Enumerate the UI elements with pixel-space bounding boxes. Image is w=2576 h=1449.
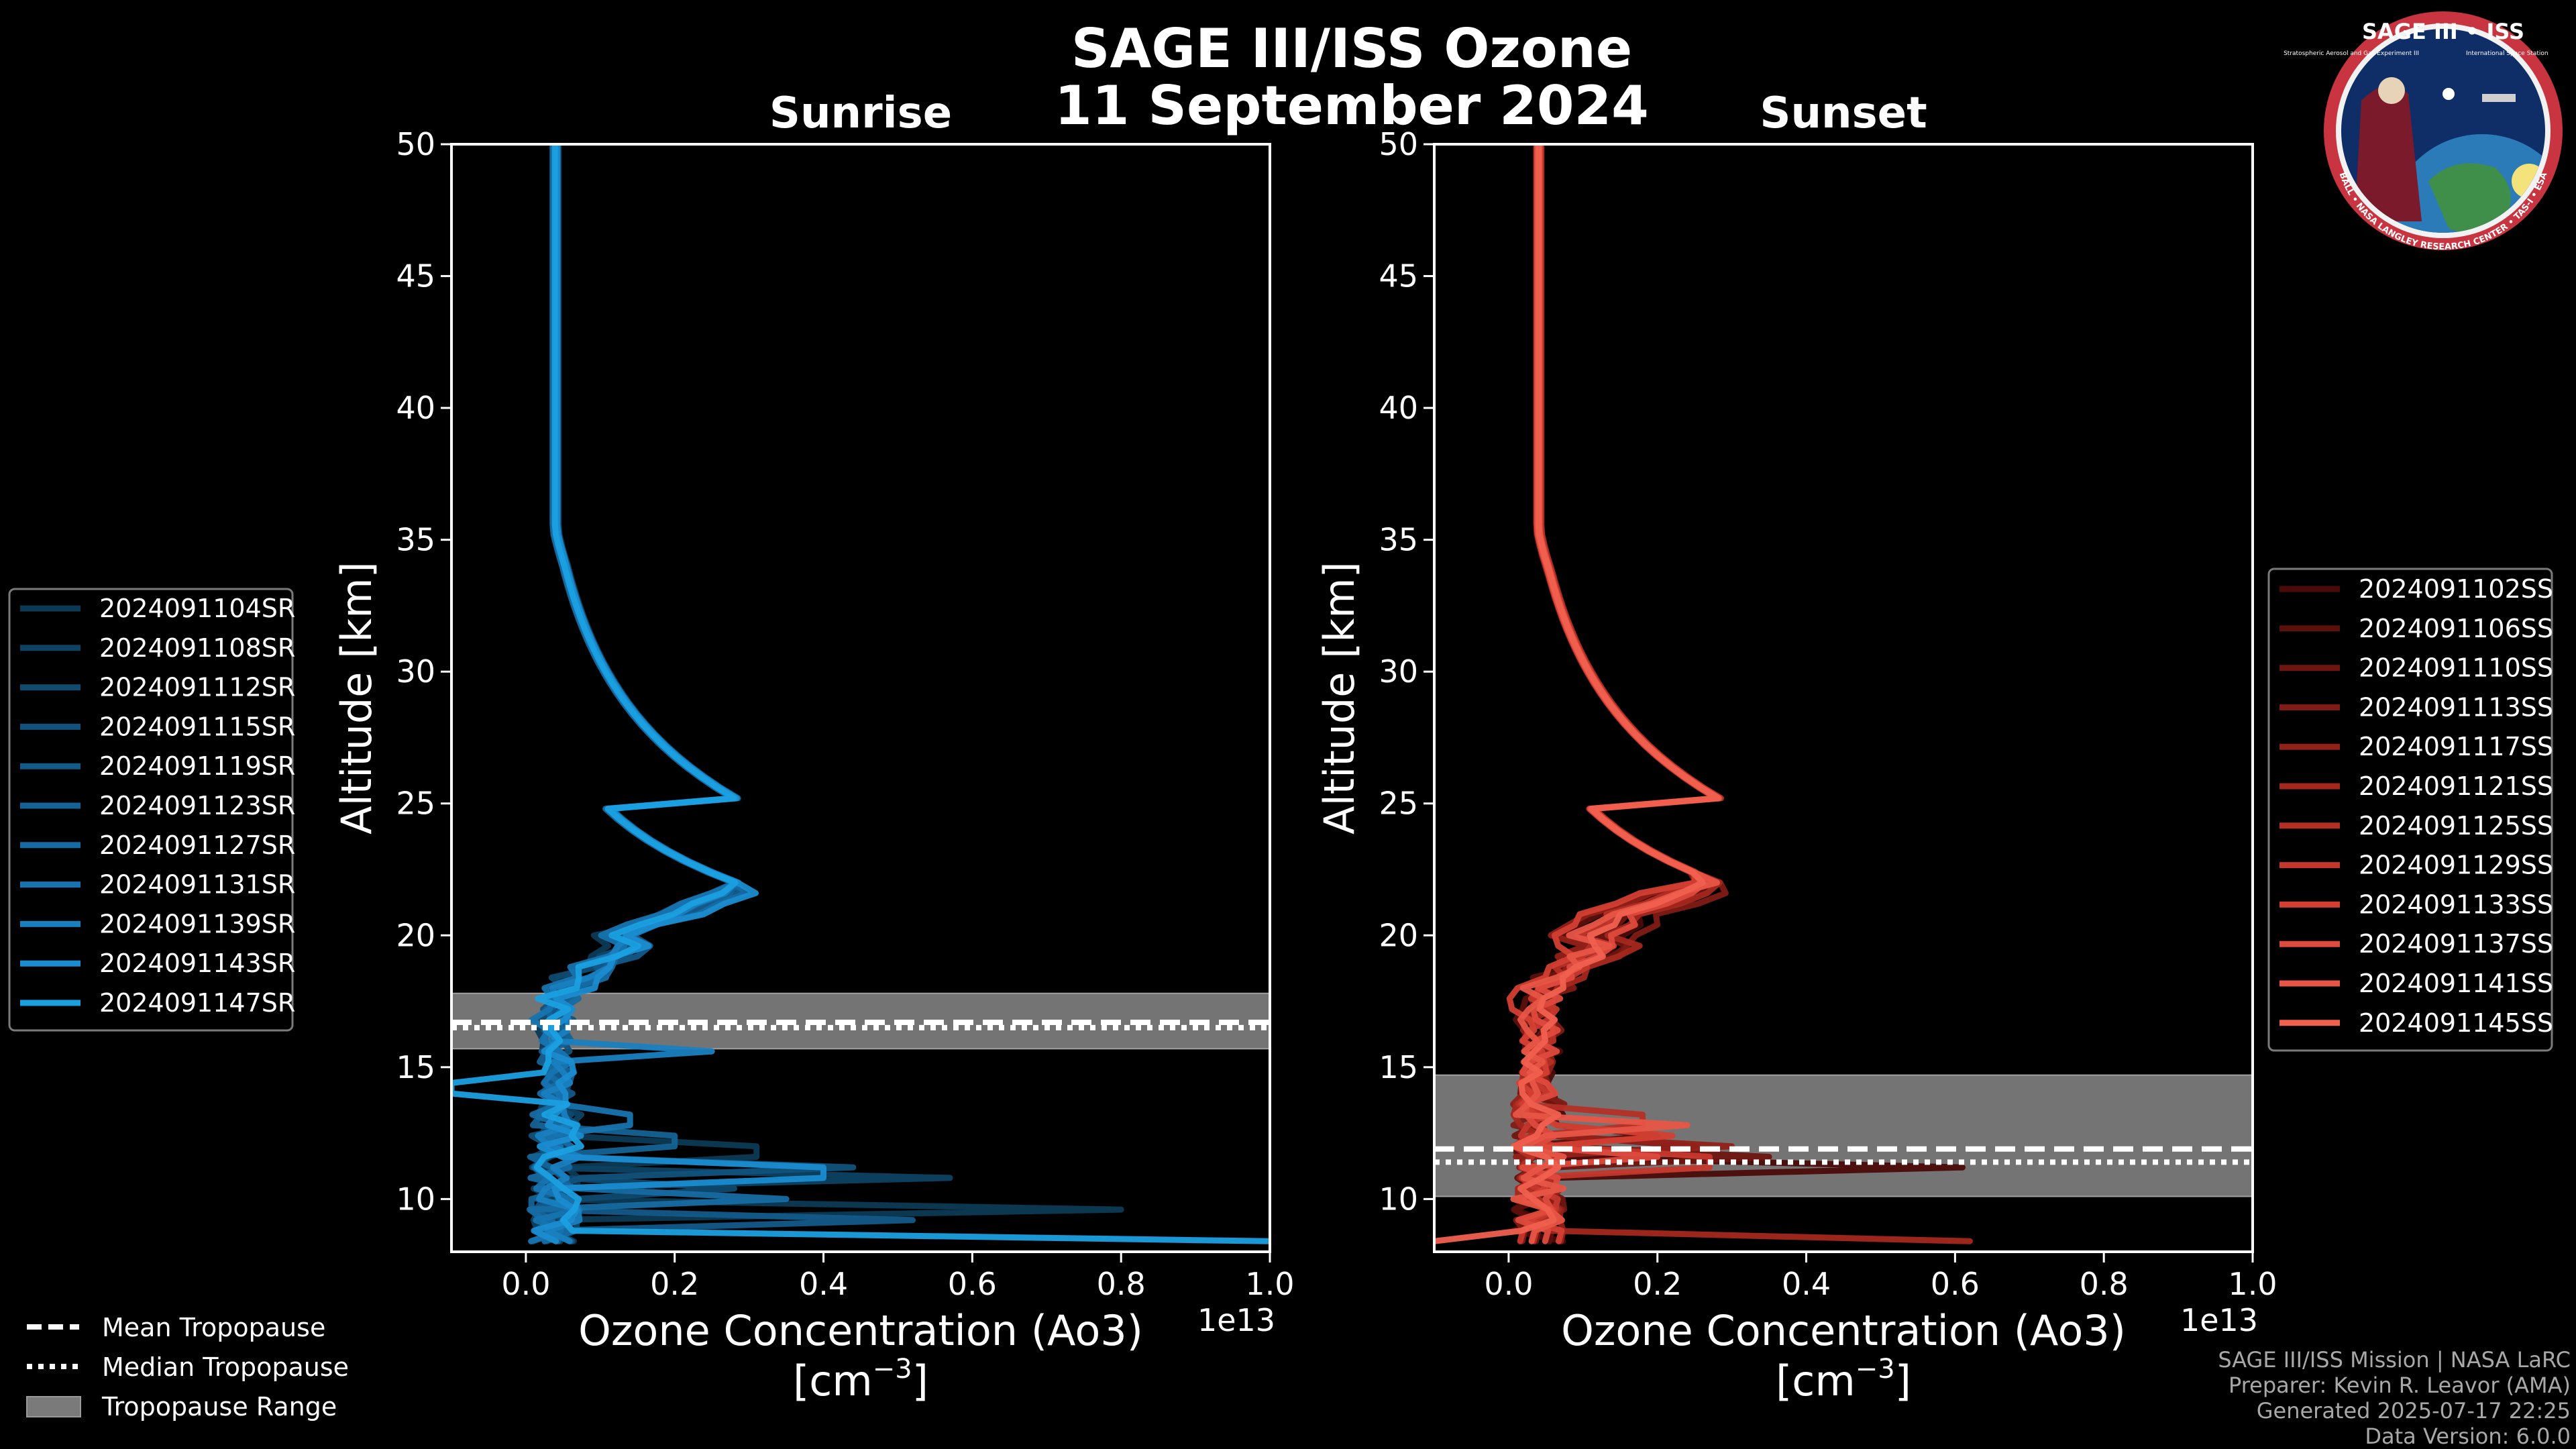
sunset-panel-title: Sunset — [1760, 89, 1927, 138]
sunrise-legend-label: 2024091139SR — [99, 909, 295, 938]
credit-generated: Generated 2025-07-17 22:25 — [2257, 1398, 2571, 1424]
sunset-legend-label: 2024091106SS — [2359, 614, 2553, 643]
sunset-legend-label: 2024091133SS — [2359, 890, 2553, 919]
logo-top-text: SAGE III • ISS — [2362, 19, 2524, 44]
sunrise-y-tick-label: 10 — [396, 1181, 435, 1217]
sunrise-legend-label: 2024091112SR — [99, 673, 295, 702]
sunset-y-tick-label: 45 — [1379, 258, 1418, 294]
sunset-legend-label: 2024091117SS — [2359, 732, 2553, 761]
sunrise-legend-label: 2024091127SR — [99, 830, 295, 860]
sunrise-y-axis-label: Altitude [km] — [332, 561, 381, 835]
sunrise-x-tick-label: 0.2 — [650, 1266, 699, 1302]
sunset-y-tick-label: 10 — [1379, 1181, 1418, 1217]
sunset-profiles — [1434, 144, 1973, 1244]
sunset-legend-label: 2024091129SS — [2359, 851, 2553, 880]
sunset-x-tick-label: 0.2 — [1633, 1266, 1682, 1302]
sunrise-legend-label: 2024091123SR — [99, 791, 295, 820]
sunset-legend-frame — [2267, 568, 2553, 1052]
tropopause-range-legend-label: Tropopause Range — [101, 1392, 337, 1421]
sunset-x-tick-label: 0.6 — [1931, 1266, 1980, 1302]
sunset-x-axis-label: Ozone Concentration (Ao3) — [1561, 1306, 2126, 1355]
sunrise-panel-title: Sunrise — [769, 89, 952, 138]
sunrise-x-scale-offset: 1e13 — [1197, 1302, 1275, 1338]
sunrise-legend-label: 2024091143SR — [99, 949, 295, 978]
sunrise-y-tick-label: 25 — [396, 786, 435, 822]
sunset-y-tick-label: 20 — [1379, 917, 1418, 953]
sunset-y-axis-label: Altitude [km] — [1315, 561, 1364, 835]
sunrise-y-tick-label: 15 — [396, 1049, 435, 1085]
figure-title-line1: SAGE III/ISS Ozone — [1071, 17, 1632, 80]
sunset-panel: 0.0 0.2 0.4 0.6 0.8 1.0 10 15 20 25 30 35 40 45 50 Suns… — [1315, 89, 2277, 1405]
sunset-x-tick-label: 0.8 — [2080, 1266, 2129, 1302]
sunset-x-tick-label: 0.0 — [1484, 1266, 1533, 1302]
sunrise-y-tick-label: 30 — [396, 653, 435, 690]
mean-tropopause-legend-label: Mean Tropopause — [102, 1313, 325, 1342]
sunrise-y-tick-label: 50 — [396, 126, 435, 162]
sunrise-x-tick-label: 0.0 — [501, 1266, 550, 1302]
sunset-legend-label: 2024091141SS — [2359, 969, 2553, 998]
sunrise-legend-label: 2024091147SR — [99, 988, 295, 1018]
logo-figure-robe — [2355, 85, 2422, 221]
sunset-legend-label: 2024091137SS — [2359, 929, 2553, 959]
sunset-legend-label: 2024091102SS — [2359, 574, 2553, 604]
sunrise-y-tick-label: 45 — [396, 258, 435, 294]
sunset-y-tick-label: 30 — [1379, 653, 1418, 690]
sunset-plot-frame — [1433, 143, 2254, 1253]
sunset-y-tick-label: 25 — [1379, 786, 1418, 822]
sunset-profile-line — [1434, 144, 1721, 1244]
sunset-y-tick-label: 40 — [1379, 390, 1418, 426]
sunrise-x-axis-unit: [cm−3] — [793, 1354, 928, 1405]
logo-earth-land — [2428, 163, 2511, 233]
logo-small-right: International Space Station — [2466, 50, 2548, 57]
sunrise-x-tick-label: 1.0 — [1245, 1266, 1294, 1302]
logo-station — [2482, 94, 2516, 102]
tropopause-legend: Mean Tropopause Median Tropopause Tropop… — [26, 1313, 349, 1421]
credit-preparer: Preparer: Kevin R. Leavor (AMA) — [2229, 1373, 2571, 1398]
sunrise-plot-frame — [450, 143, 1271, 1253]
credit-mission: SAGE III/ISS Mission | NASA LaRC — [2218, 1347, 2571, 1373]
sunrise-legend-label: 2024091131SR — [99, 870, 295, 900]
sunrise-legend-frame — [8, 588, 294, 1032]
sunrise-legend: 2024091104SR 2024091108SR 2024091112SR 2024… — [8, 588, 295, 1032]
sunset-legend: 2024091102SS 2024091106SS 2024091110SS 2024… — [2267, 568, 2553, 1052]
sunrise-legend-label: 2024091115SR — [99, 712, 295, 741]
logo-moon — [2443, 88, 2455, 100]
sunset-x-tick-label: 1.0 — [2228, 1266, 2277, 1302]
sunset-legend-label: 2024091110SS — [2359, 653, 2553, 683]
tropopause-range-legend-swatch — [26, 1396, 81, 1417]
sunrise-panel: 0.0 0.2 0.4 0.6 0.8 1.0 10 15 20 25 30 35 40 45 50 Sunr… — [332, 89, 1295, 1405]
sunset-y-tick-label: 15 — [1379, 1049, 1418, 1085]
sunrise-x-axis-label: Ozone Concentration (Ao3) — [578, 1306, 1143, 1355]
sunset-legend-label: 2024091145SS — [2359, 1008, 2553, 1038]
sunset-legend-label: 2024091125SS — [2359, 811, 2553, 841]
sunrise-profile-line — [451, 144, 1270, 1244]
sunset-y-tick-label: 50 — [1379, 126, 1418, 162]
sunrise-legend-label: 2024091108SR — [99, 633, 295, 663]
logo-small-left: Stratospheric Aerosol and Gas Experiment… — [2284, 50, 2419, 57]
median-tropopause-legend-label: Median Tropopause — [102, 1352, 349, 1382]
sunrise-y-tick-label: 40 — [396, 390, 435, 426]
logo-figure-head — [2378, 77, 2405, 104]
sunrise-legend-label: 2024091104SR — [99, 594, 295, 623]
sunset-x-tick-label: 0.4 — [1782, 1266, 1831, 1302]
sunset-legend-label: 2024091113SS — [2359, 692, 2553, 722]
sunrise-legend-label: 2024091119SR — [99, 751, 295, 781]
sunset-x-scale-offset: 1e13 — [2180, 1302, 2258, 1338]
sunset-legend-label: 2024091121SS — [2359, 771, 2553, 801]
sunrise-x-tick-label: 0.6 — [948, 1266, 997, 1302]
sunrise-x-tick-label: 0.4 — [799, 1266, 848, 1302]
sunrise-x-tick-label: 0.8 — [1097, 1266, 1146, 1302]
sage-iii-iss-logo: SAGE III • ISS Stratospheric Aerosol and… — [2284, 11, 2563, 252]
credits: SAGE III/ISS Mission | NASA LaRC Prepare… — [2218, 1347, 2571, 1449]
sunrise-y-tick-label: 35 — [396, 522, 435, 558]
sunset-y-tick-label: 35 — [1379, 522, 1418, 558]
sunset-x-axis-unit: [cm−3] — [1776, 1354, 1911, 1405]
sunrise-y-tick-label: 20 — [396, 917, 435, 953]
sunrise-profiles — [451, 144, 1270, 1244]
figure-title-line2: 11 September 2024 — [1055, 74, 1649, 137]
credit-data-version: Data Version: 6.0.0 — [2365, 1424, 2571, 1449]
